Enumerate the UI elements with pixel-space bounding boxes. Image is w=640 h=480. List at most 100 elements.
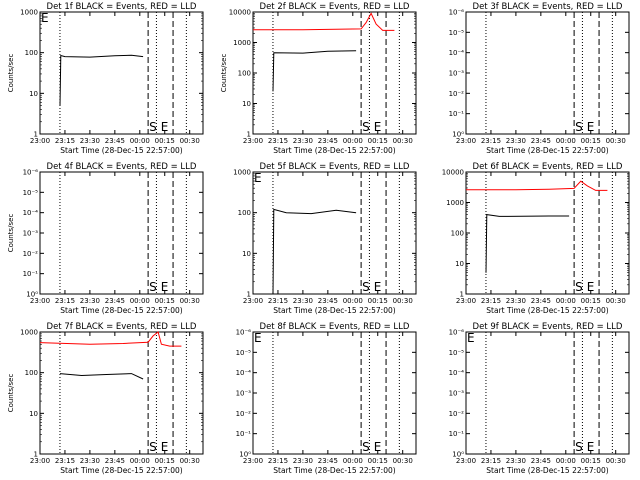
event-marker-label: E — [587, 280, 595, 294]
x-tick-label: 23:45 — [318, 297, 338, 305]
panel-title: Det 2f BLACK = Events, RED = LLD — [260, 2, 410, 12]
x-tick-label: 23:30 — [293, 457, 313, 465]
x-tick-label: 23:15 — [55, 297, 75, 305]
x-tick-label: 23:45 — [318, 137, 338, 145]
panel-title: Det 3f BLACK = Events, RED = LLD — [473, 2, 623, 12]
x-tick-label: 00:00 — [130, 137, 150, 145]
event-marker-label: E — [374, 120, 382, 134]
x-tick-label: 23:30 — [80, 297, 100, 305]
x-tick-label: 00:00 — [130, 297, 150, 305]
x-tick-label: 23:00 — [30, 137, 50, 145]
y-tick-label: 10⁻⁵ — [23, 189, 39, 197]
x-tick-label: 23:00 — [243, 457, 263, 465]
y-tick-label: 1000 — [20, 329, 38, 337]
panel-title: Det 8f BLACK = Events, RED = LLD — [260, 322, 410, 332]
y-tick-label: 100 — [25, 49, 38, 57]
plot-frame — [39, 171, 204, 295]
event-marker-label: E — [374, 440, 382, 454]
panel-5: Det 5f BLACK = Events, RED = LLD 1 10 100 10… — [233, 162, 417, 315]
x-tick-label: 00:15 — [155, 457, 175, 465]
y-tick-label: 10⁻⁵ — [236, 349, 252, 357]
x-tick-label: 23:30 — [293, 137, 313, 145]
y-tick-label: 10⁻⁴ — [449, 369, 465, 377]
y-tick-label: 10⁻² — [236, 410, 252, 418]
panel-4: Det 4f BLACK = Events, RED = LLD 10⁰ 10⁻¹ 1… — [7, 162, 204, 315]
series-line — [59, 373, 144, 380]
x-axis-label: Start Time (28-Dec-15 22:57:00) — [273, 306, 395, 315]
x-tick-label: 23:30 — [506, 297, 526, 305]
x-tick-label: 23:45 — [531, 457, 551, 465]
panel-3: Det 3f BLACK = Events, RED = LLD 10⁰ 10⁻¹ 1… — [449, 2, 630, 155]
x-tick-label: 23:00 — [243, 297, 263, 305]
event-marker-label: E — [254, 171, 262, 185]
x-tick-label: 00:00 — [556, 137, 576, 145]
panel-title: Det 4f BLACK = Events, RED = LLD — [47, 162, 197, 172]
y-tick-label: 1000 — [446, 199, 464, 207]
y-tick-label: 10000 — [229, 9, 251, 17]
event-marker-label: S — [149, 120, 157, 134]
panel-7: Det 7f BLACK = Events, RED = LLD 1 10 100 10… — [7, 322, 204, 475]
event-marker-label: S — [362, 440, 370, 454]
y-tick-label: 1 — [460, 291, 464, 299]
x-tick-label: 00:15 — [368, 457, 388, 465]
x-tick-label: 23:45 — [105, 297, 125, 305]
panel-title: Det 1f BLACK = Events, RED = LLD — [47, 2, 197, 12]
x-tick-label: 00:00 — [556, 297, 576, 305]
x-tick-label: 00:15 — [155, 297, 175, 305]
x-axis-label: Start Time (28-Dec-15 22:57:00) — [60, 306, 182, 315]
y-tick-label: 10⁻⁶ — [449, 329, 465, 337]
y-tick-label: 100 — [238, 209, 251, 217]
x-tick-label: 00:00 — [556, 457, 576, 465]
x-tick-label: 23:00 — [456, 457, 476, 465]
x-tick-label: 23:00 — [456, 137, 476, 145]
x-tick-label: 23:15 — [481, 297, 501, 305]
x-tick-label: 23:15 — [268, 297, 288, 305]
x-tick-label: 00:15 — [581, 457, 601, 465]
panel-8: Det 8f BLACK = Events, RED = LLD 10⁰ 10⁻¹ 1… — [236, 322, 417, 475]
event-marker-label: E — [161, 280, 169, 294]
x-tick-label: 23:00 — [456, 297, 476, 305]
x-tick-label: 00:30 — [180, 297, 200, 305]
panel-1: Det 1f BLACK = Events, RED = LLD 1 10 100 10… — [7, 2, 204, 155]
x-tick-label: 00:30 — [393, 297, 413, 305]
x-axis-label: Start Time (28-Dec-15 22:57:00) — [273, 466, 395, 475]
y-axis-label: Counts/sec — [7, 54, 15, 93]
event-marker-label: E — [161, 120, 169, 134]
y-tick-label: 1 — [247, 291, 251, 299]
plot-frame — [465, 11, 630, 135]
y-tick-label: 10⁰ — [452, 131, 464, 139]
event-marker-label: S — [575, 440, 583, 454]
y-tick-label: 10⁻² — [449, 410, 465, 418]
x-tick-label: 23:15 — [268, 457, 288, 465]
series-line — [272, 208, 357, 295]
y-tick-label: 10⁻⁶ — [236, 329, 252, 337]
y-tick-label: 1 — [247, 131, 251, 139]
x-tick-label: 23:15 — [55, 137, 75, 145]
y-tick-label: 10⁻⁴ — [236, 369, 252, 377]
x-tick-label: 23:45 — [318, 457, 338, 465]
y-axis-label: Counts/sec — [220, 54, 228, 93]
y-tick-label: 10 — [242, 250, 251, 258]
y-tick-label: 10⁻² — [23, 250, 39, 258]
x-axis-label: Start Time (28-Dec-15 22:57:00) — [60, 146, 182, 155]
y-tick-label: 10⁻¹ — [23, 270, 39, 278]
x-tick-label: 00:15 — [581, 137, 601, 145]
x-tick-label: 00:30 — [393, 137, 413, 145]
y-tick-label: 100 — [25, 369, 38, 377]
panel-6: Det 6f BLACK = Events, RED = LLD 1 10 100 10… — [442, 162, 630, 315]
event-marker-label: E — [161, 440, 169, 454]
x-tick-label: 00:15 — [581, 297, 601, 305]
y-tick-label: 10⁻¹ — [449, 430, 465, 438]
x-tick-label: 00:30 — [606, 137, 626, 145]
x-tick-label: 00:15 — [368, 137, 388, 145]
event-marker-label: S — [149, 440, 157, 454]
x-tick-label: 00:00 — [343, 457, 363, 465]
series-line — [485, 214, 570, 273]
x-tick-label: 23:30 — [80, 457, 100, 465]
event-marker-label: E — [374, 280, 382, 294]
y-tick-label: 1 — [34, 131, 38, 139]
x-tick-label: 23:15 — [268, 137, 288, 145]
x-tick-label: 23:15 — [481, 137, 501, 145]
x-tick-label: 23:00 — [30, 297, 50, 305]
event-marker-label: S — [149, 280, 157, 294]
